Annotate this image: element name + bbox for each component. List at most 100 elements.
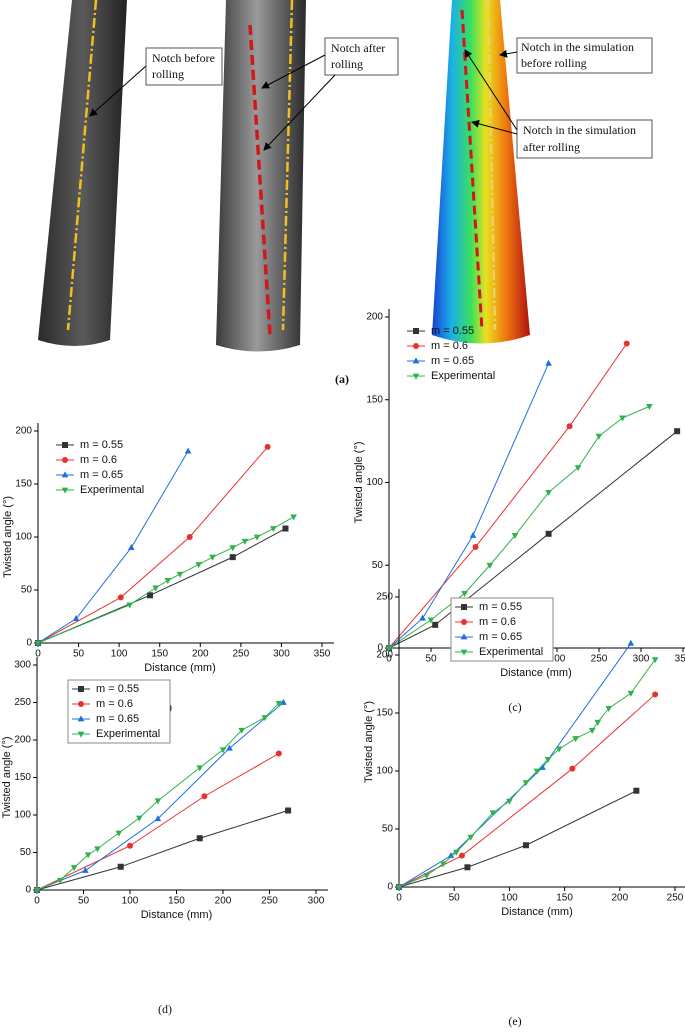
series-line bbox=[37, 446, 269, 644]
x-tick-label: 150 bbox=[151, 649, 168, 660]
x-tick-label: 50 bbox=[73, 649, 85, 660]
legend-marker bbox=[413, 328, 419, 334]
notch-line bbox=[281, 0, 294, 331]
marker bbox=[196, 765, 204, 772]
marker bbox=[146, 592, 153, 599]
marker bbox=[464, 864, 471, 871]
marker bbox=[196, 835, 203, 842]
marker bbox=[545, 530, 552, 537]
y-tick-label: 50 bbox=[20, 847, 32, 858]
y-tick-label: 0 bbox=[25, 885, 31, 896]
marker bbox=[395, 884, 403, 891]
legend-label: m = 0.55 bbox=[96, 683, 139, 695]
marker bbox=[186, 534, 193, 540]
marker bbox=[176, 571, 184, 578]
marker bbox=[84, 852, 92, 859]
marker bbox=[127, 842, 133, 849]
rod-photo bbox=[38, 0, 127, 346]
marker bbox=[447, 852, 455, 859]
marker bbox=[94, 846, 101, 853]
legend-label: m = 0.6 bbox=[96, 698, 133, 710]
legend-label: Experimental bbox=[96, 728, 160, 740]
marker bbox=[555, 746, 563, 753]
marker bbox=[117, 594, 124, 601]
marker bbox=[70, 865, 78, 872]
x-tick-label: 200 bbox=[192, 649, 209, 660]
panel-label: (a) bbox=[335, 372, 349, 386]
y-axis-label: Twisted angle (°) bbox=[1, 736, 13, 818]
marker bbox=[195, 562, 202, 569]
x-tick-label: 300 bbox=[308, 896, 325, 907]
legend-marker bbox=[62, 457, 68, 463]
marker bbox=[115, 830, 123, 837]
marker bbox=[566, 423, 573, 430]
annotation-box bbox=[324, 37, 399, 76]
y-tick-label: 150 bbox=[15, 479, 32, 490]
x-tick-label: 50 bbox=[449, 893, 461, 904]
marker bbox=[646, 403, 653, 410]
x-tick-label: 300 bbox=[273, 649, 290, 660]
x-tick-label: 50 bbox=[425, 654, 437, 665]
legend-label: m = 0.65 bbox=[431, 355, 474, 367]
notch-line bbox=[460, 9, 484, 331]
marker bbox=[627, 690, 635, 697]
notch-line bbox=[486, 0, 497, 331]
x-tick-label: 200 bbox=[611, 893, 628, 904]
photos: Notch before rolling Notch after rolling… bbox=[38, 0, 653, 386]
marker bbox=[275, 700, 283, 707]
legend-marker bbox=[61, 487, 69, 494]
marker bbox=[126, 602, 133, 609]
y-tick-label: 0 bbox=[377, 643, 383, 654]
legend-marker bbox=[461, 604, 467, 610]
x-tick-label: 0 bbox=[35, 649, 41, 660]
panel-label: (e) bbox=[508, 1014, 521, 1028]
marker bbox=[72, 615, 80, 622]
series-line bbox=[36, 810, 289, 891]
marker bbox=[385, 645, 393, 652]
arrow bbox=[499, 49, 518, 58]
marker bbox=[128, 544, 135, 550]
marker bbox=[209, 554, 216, 561]
series-line bbox=[388, 405, 650, 649]
marker bbox=[56, 877, 64, 884]
series-line bbox=[37, 450, 189, 644]
marker bbox=[282, 525, 289, 532]
annotation: Notch before bbox=[152, 51, 215, 65]
y-tick-label: 200 bbox=[376, 650, 393, 661]
marker bbox=[594, 719, 602, 726]
legend-marker bbox=[412, 357, 420, 364]
y-axis-label: Twisted angle (°) bbox=[363, 701, 375, 783]
marker bbox=[229, 554, 236, 561]
annotation: Notch after bbox=[331, 41, 385, 55]
marker bbox=[651, 657, 659, 664]
marker bbox=[458, 852, 465, 859]
marker bbox=[623, 340, 630, 347]
marker bbox=[439, 861, 447, 868]
legend-box bbox=[450, 597, 554, 662]
arrow bbox=[261, 54, 326, 89]
y-tick-label: 100 bbox=[15, 532, 32, 543]
marker bbox=[588, 728, 596, 734]
x-tick-label: 100 bbox=[501, 893, 518, 904]
marker bbox=[82, 866, 89, 873]
marker bbox=[595, 433, 603, 440]
marker bbox=[453, 849, 460, 856]
x-tick-label: 0 bbox=[396, 893, 402, 904]
panel-label: (d) bbox=[158, 1002, 172, 1016]
annotation: after rolling bbox=[523, 140, 580, 154]
y-tick-label: 100 bbox=[376, 766, 393, 777]
x-tick-label: 100 bbox=[122, 896, 139, 907]
series-line bbox=[36, 753, 280, 891]
annotation-box bbox=[516, 37, 653, 74]
marker bbox=[423, 873, 430, 879]
marker bbox=[469, 531, 477, 538]
marker bbox=[226, 744, 233, 751]
marker bbox=[238, 727, 245, 734]
legend-marker bbox=[77, 731, 85, 738]
x-tick-label: 50 bbox=[78, 896, 90, 907]
legend-marker bbox=[78, 701, 84, 707]
marker bbox=[33, 887, 41, 894]
series-line bbox=[388, 343, 628, 649]
legend-marker bbox=[62, 442, 68, 448]
legend-marker bbox=[412, 373, 420, 380]
